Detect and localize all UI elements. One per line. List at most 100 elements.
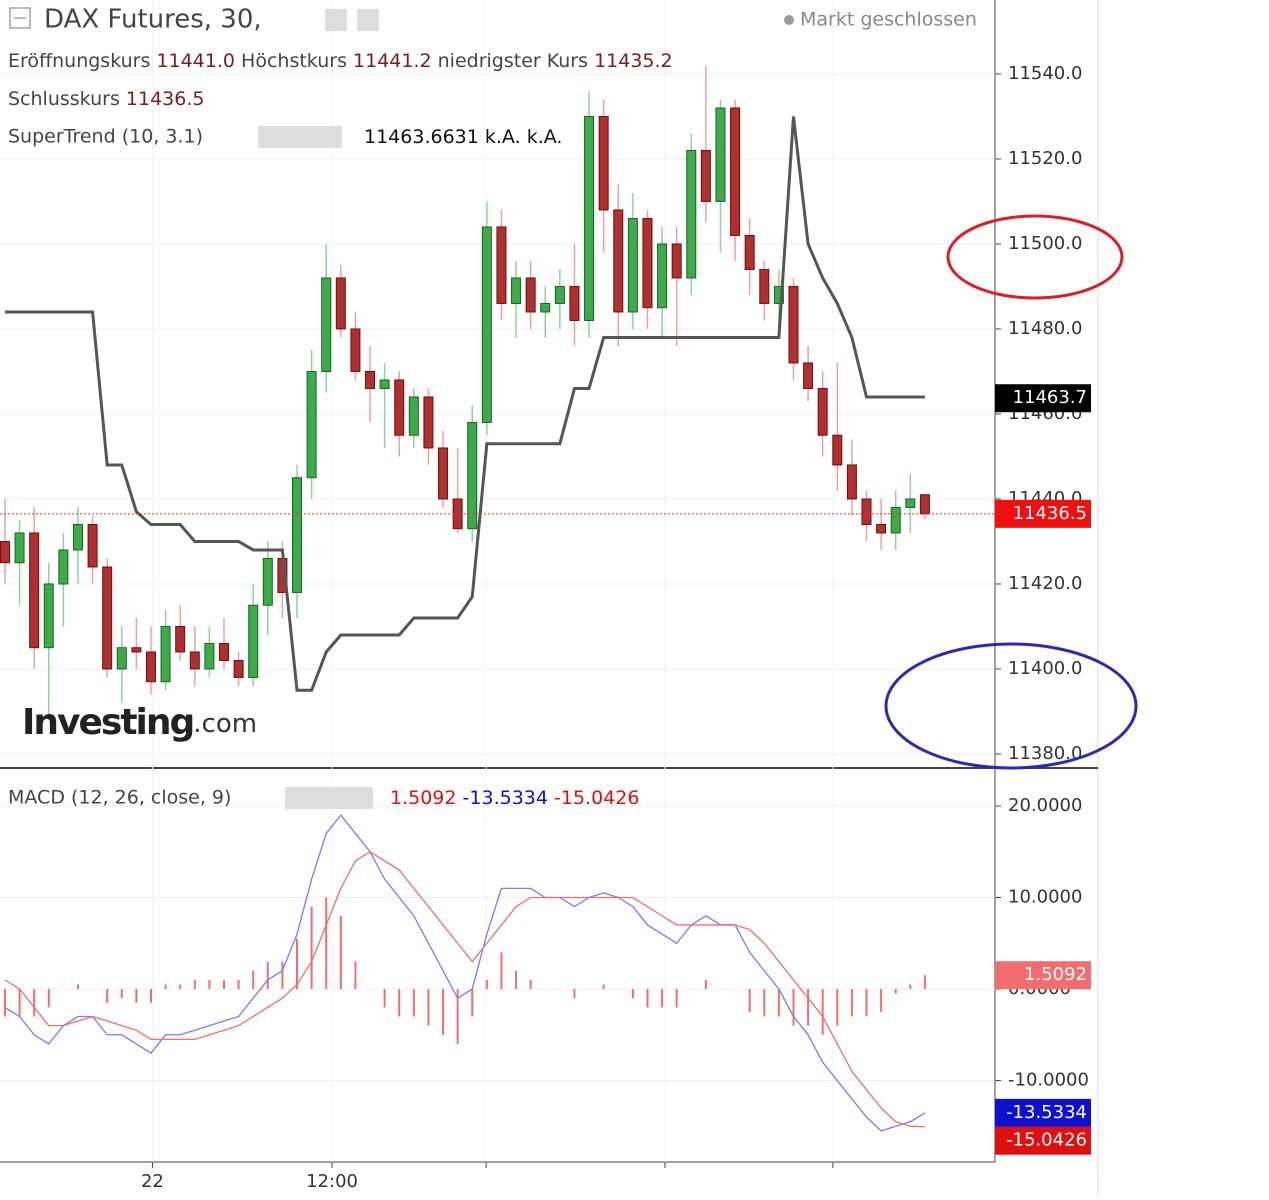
price-tag xyxy=(995,499,1091,528)
macd-line xyxy=(4,850,925,1128)
candle-body xyxy=(598,115,609,211)
y-tick-label: 11400.0 xyxy=(1008,658,1082,679)
macd-values: 1.5092 -13.5334 -15.0426 xyxy=(390,787,639,809)
candle-body xyxy=(657,243,668,309)
candle-body xyxy=(218,642,229,661)
y-tick-label: 20.0000 xyxy=(1008,795,1082,816)
y-tick-label: 11520.0 xyxy=(1008,148,1082,169)
supertrend-line xyxy=(4,116,925,692)
price-tag xyxy=(995,1098,1091,1127)
candle-body xyxy=(569,285,580,321)
candle-body xyxy=(248,604,259,678)
price-tag-label: -15.0426 xyxy=(1006,1130,1087,1151)
candle-body xyxy=(306,370,317,479)
label: Höchstkurs xyxy=(241,50,347,72)
candle-body xyxy=(919,494,930,515)
candle-body xyxy=(584,115,595,321)
settings-icon[interactable] xyxy=(357,9,379,31)
indicator-icons[interactable] xyxy=(285,787,373,809)
value: 11441.2 xyxy=(353,50,432,72)
candle-body xyxy=(876,523,887,534)
candle-body xyxy=(262,557,273,606)
candle-body xyxy=(14,532,25,564)
logo-name: Investing xyxy=(22,702,193,743)
candle-body xyxy=(58,549,69,585)
candle-body xyxy=(817,387,828,436)
label: Schlusskurs xyxy=(8,88,120,110)
candle-body xyxy=(131,647,142,653)
candle-body xyxy=(438,447,449,500)
candle-body xyxy=(467,421,478,530)
candle-body xyxy=(292,477,303,593)
candle-body xyxy=(365,370,376,389)
candle-body xyxy=(204,642,215,670)
annotation-ellipse xyxy=(946,214,1124,300)
candle-body xyxy=(905,498,916,508)
supertrend-value: 11463.6631 k.A. k.A. xyxy=(364,126,562,148)
candle-body xyxy=(642,217,653,309)
price-tag-label: 11436.5 xyxy=(1013,503,1087,524)
candle-body xyxy=(730,107,741,236)
candle-body xyxy=(350,328,361,372)
candle-body xyxy=(379,379,390,389)
settings-icon[interactable] xyxy=(325,9,347,31)
candle-body xyxy=(788,285,799,364)
candle-body xyxy=(72,523,83,551)
candle-body xyxy=(525,277,536,313)
candle-body xyxy=(511,277,522,304)
value: 1.5092 xyxy=(390,787,456,809)
value: 11436.5 xyxy=(126,88,205,110)
plot: 22 12:0011380.011400.011420.011440.011460… xyxy=(0,0,1089,1192)
candle-body xyxy=(540,302,551,313)
candle-body xyxy=(423,396,434,449)
candle-body xyxy=(0,540,10,564)
macd-legend: MACD (12, 26, close, 9) xyxy=(8,787,231,809)
candle-body xyxy=(832,434,843,466)
candle-body xyxy=(29,532,40,649)
collapse-icon[interactable] xyxy=(9,7,31,29)
na: k.A. xyxy=(527,126,563,148)
candle-body xyxy=(233,659,244,678)
axis-tags: 11463.7 11436.5 1.5092 -13.5334 -15.0426 xyxy=(995,384,1091,1155)
candle-body xyxy=(759,268,770,304)
candle-body xyxy=(160,625,171,683)
indicator-icons[interactable] xyxy=(258,126,342,148)
candle-body xyxy=(189,651,200,670)
logo: Investing.com xyxy=(22,702,257,743)
candle-body xyxy=(861,498,872,525)
value: -15.0426 xyxy=(554,787,639,809)
y-tick-label: 11500.0 xyxy=(1008,233,1082,254)
x-tick-label: 12:00 xyxy=(306,1171,358,1192)
label: Eröffnungskurs xyxy=(8,50,150,72)
y-tick-label: 11420.0 xyxy=(1008,573,1082,594)
candle-body xyxy=(627,217,638,313)
na: k.A. xyxy=(485,126,521,148)
candle-body xyxy=(846,464,857,500)
candle-body xyxy=(43,583,54,649)
candle-body xyxy=(803,362,814,389)
price-tag-label: -13.5334 xyxy=(1006,1102,1087,1123)
y-tick-label: 11380.0 xyxy=(1008,743,1082,764)
candle-body xyxy=(481,226,492,423)
logo-suffix: .com xyxy=(193,709,257,739)
supertrend-legend: SuperTrend (10, 3.1) xyxy=(8,126,203,148)
price-tag xyxy=(995,961,1091,990)
candle-body xyxy=(613,209,624,313)
candle-body xyxy=(700,149,711,202)
candle-body xyxy=(744,234,755,270)
y-tick-label: -10.0000 xyxy=(1008,1070,1089,1091)
candle-body xyxy=(145,651,156,683)
market-status: Markt geschlossen xyxy=(800,9,977,31)
label: niedrigster Kurs xyxy=(438,50,588,72)
candle-body xyxy=(715,107,726,202)
macd-line xyxy=(4,814,926,1132)
candle-body xyxy=(335,277,346,330)
value: -13.5334 xyxy=(463,787,548,809)
value: 11463.6631 xyxy=(364,126,479,148)
y-tick-label: 10.0000 xyxy=(1008,887,1082,908)
y-tick-label: 11540.0 xyxy=(1008,63,1082,84)
chart-title: DAX Futures, 30, xyxy=(44,5,262,35)
